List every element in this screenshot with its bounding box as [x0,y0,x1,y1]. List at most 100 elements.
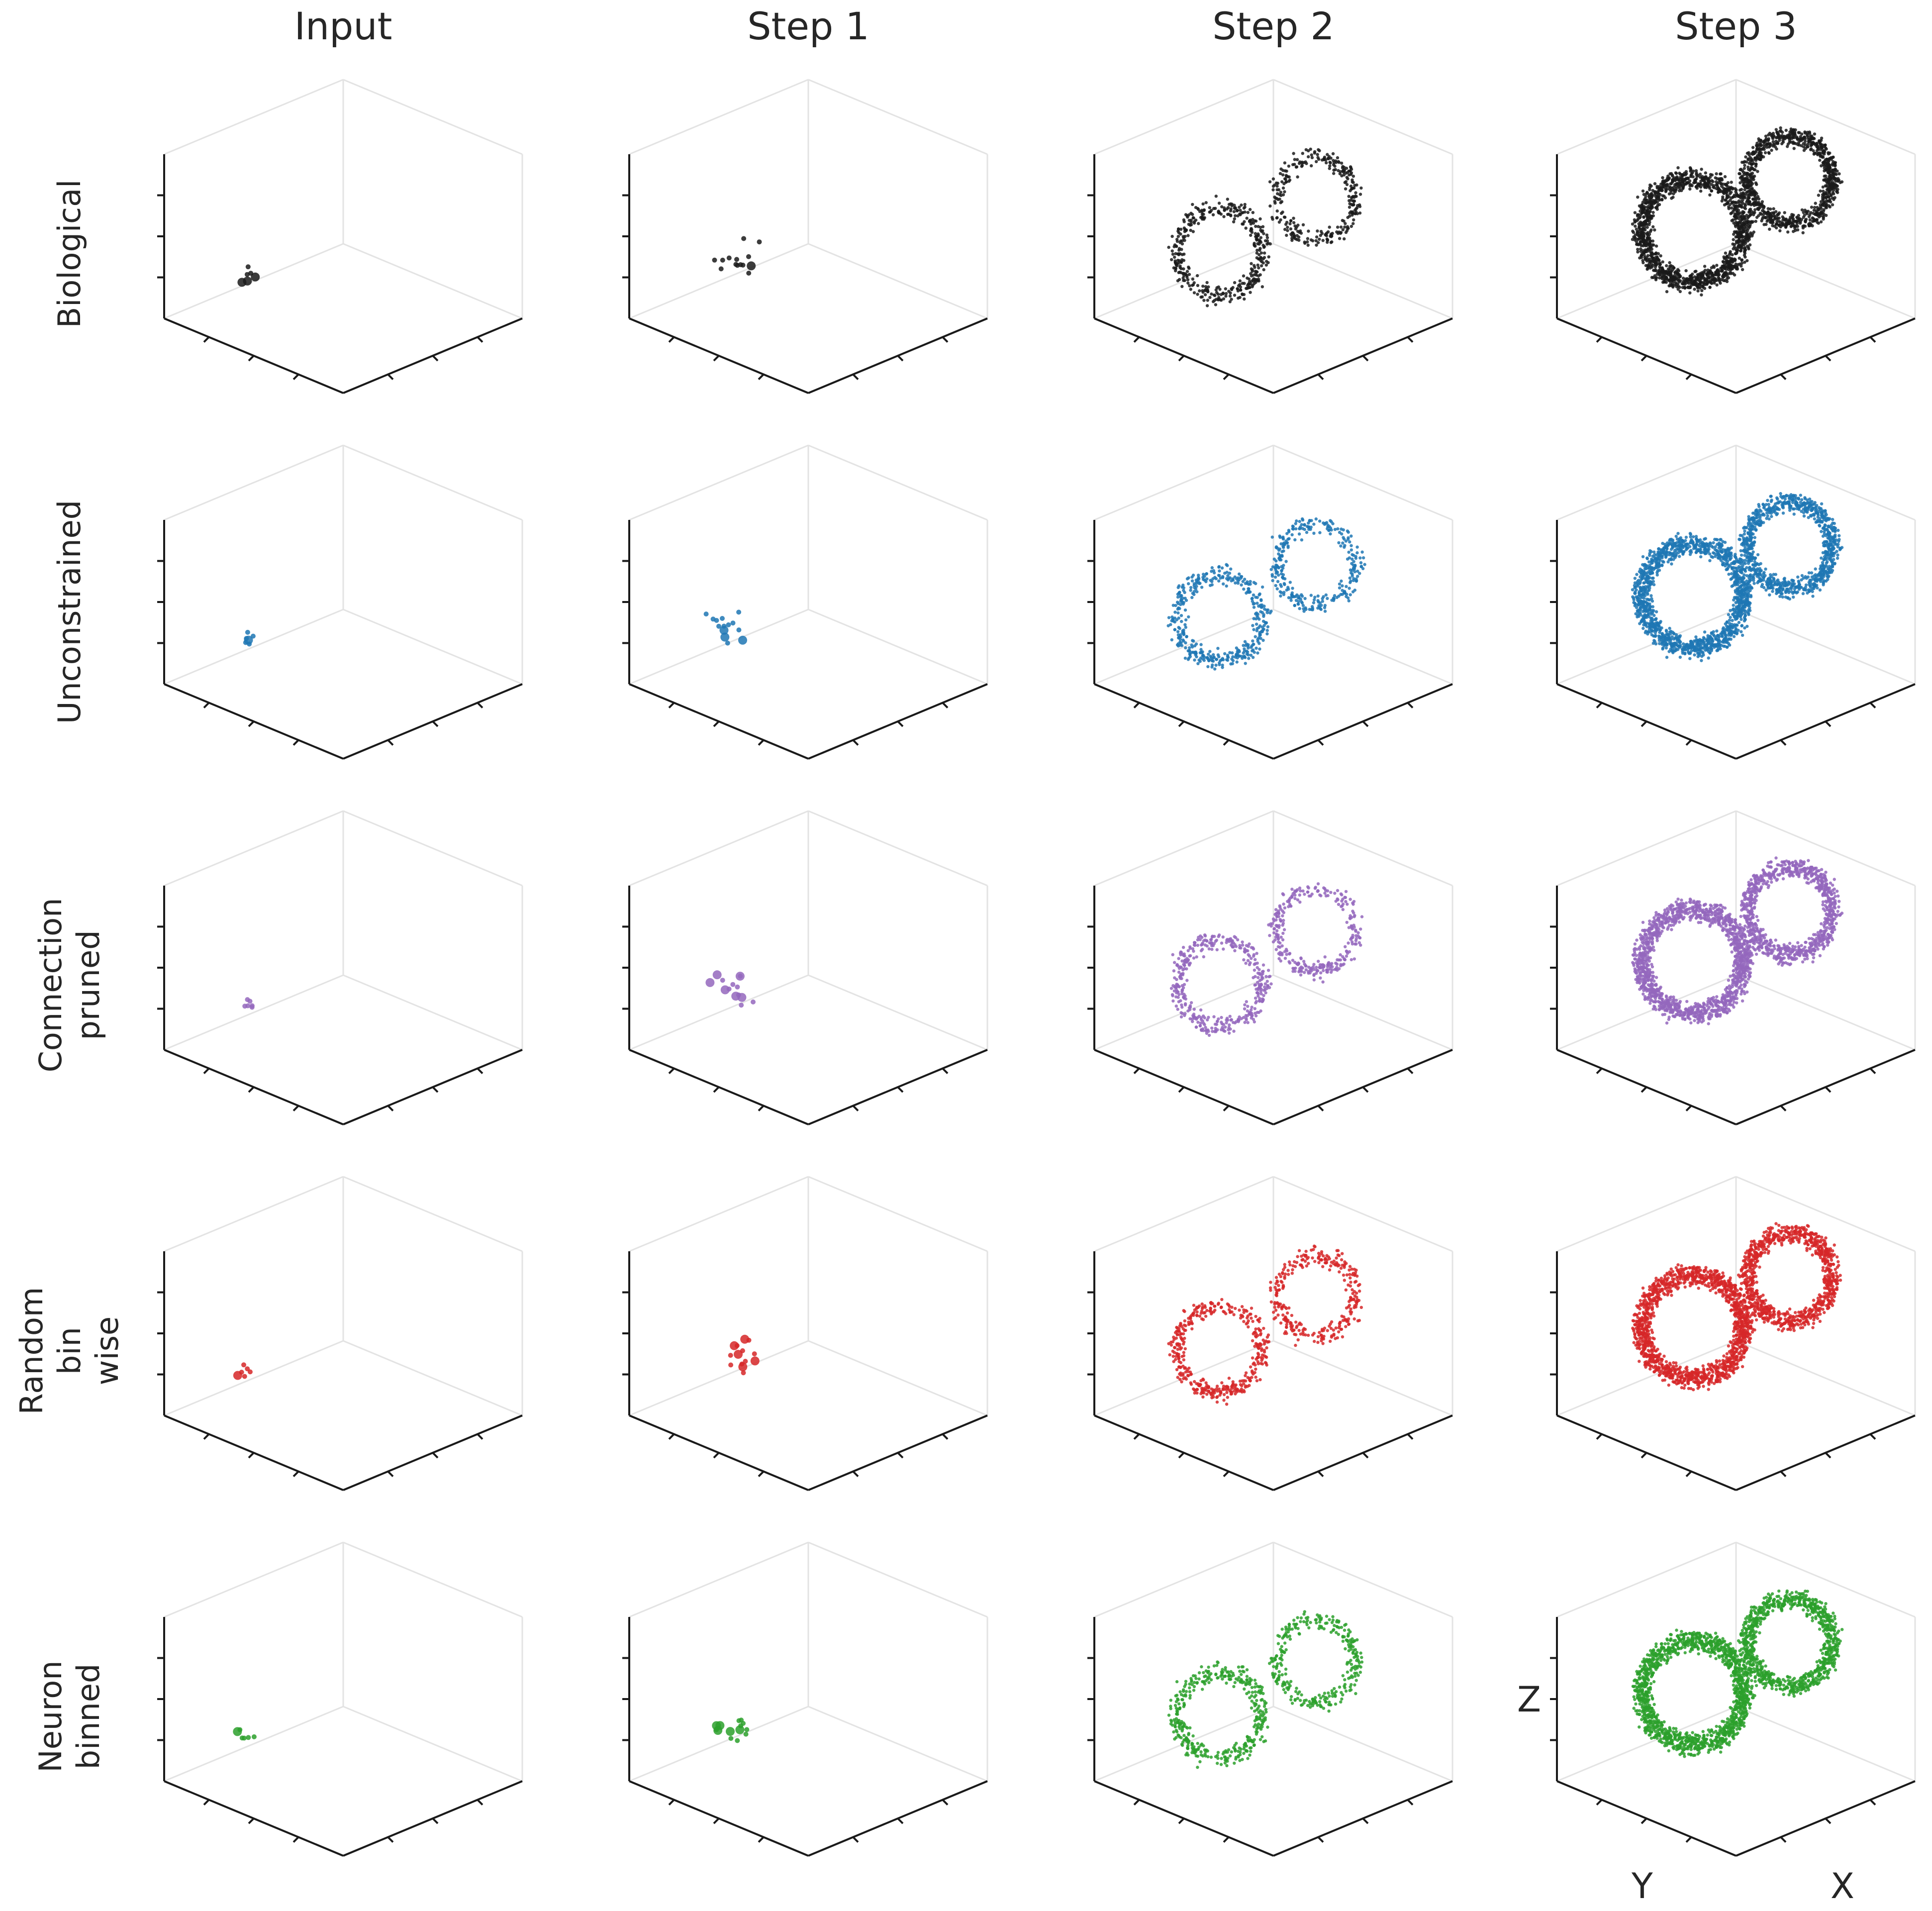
scatter-point [1307,229,1310,232]
scatter-point [1683,178,1686,181]
scatter-point [1210,580,1213,583]
scatter-point [1752,230,1755,233]
scatter-point [1292,152,1295,155]
scatter-point [1282,543,1285,546]
pane-edge [1736,609,1915,684]
scatter-point [1347,536,1350,539]
scatter-point [1653,190,1656,193]
scatter-point [1832,174,1835,177]
scatter-point [1791,129,1794,132]
scatter-point [1667,284,1670,287]
scatter-point [1646,226,1649,229]
scatter-point [1332,172,1335,175]
scatter-point [1201,202,1204,205]
scatter-point [1290,237,1293,240]
scatter-point [1779,129,1782,132]
scatter-point [1740,214,1743,217]
scatter-point [726,622,731,627]
scatter-point [1651,243,1654,246]
scatter-point [1636,196,1639,199]
scatter-point [1688,188,1691,191]
scatter-point [1352,222,1354,225]
scatter-point [1824,144,1827,147]
scatter-point [1724,279,1727,282]
scatter-point [1654,258,1657,261]
scatter-point [1822,161,1825,164]
scatter-point [1180,614,1183,617]
scatter-point [1222,215,1225,218]
scatter-point [1196,293,1199,296]
scatter-point [1206,299,1209,302]
scatter-point [1265,608,1268,611]
scatter-point [1655,263,1658,266]
scatter-point [1312,601,1315,604]
scatter-point [735,263,740,268]
x-tick [388,375,393,380]
scatter-point [1182,628,1185,631]
scatter-point [1823,164,1826,167]
scatter-point [1770,133,1773,136]
scatter-point [1752,211,1755,214]
scatter-point [1642,206,1645,209]
scatter-point [1185,635,1188,638]
scatter-point [1349,577,1352,580]
scatter-point [1665,271,1668,274]
scatter-point [1251,284,1254,287]
scatter-point [1803,136,1806,139]
pane-edge [1094,445,1273,520]
scatter-point [1699,190,1702,193]
scatter-point [1204,293,1207,296]
scatter-point [1730,197,1733,200]
scatter-point [1297,595,1300,598]
scatter-point [1198,289,1201,292]
scatter-point [716,624,721,629]
scatter-point [1754,203,1757,206]
scatter-point [1782,140,1785,143]
scatter-point [1183,597,1186,600]
scatter-point [1266,625,1269,628]
scatter-point [1743,196,1746,199]
scatter-point [1642,210,1645,213]
scatter-point [1209,584,1212,587]
scatter-point [1668,193,1671,196]
scatter-point [1334,528,1337,531]
scatter-point [1283,228,1286,231]
scatter-point [1201,285,1204,288]
scatter-point [1689,279,1692,282]
scatter-point [1177,606,1180,609]
scatter-point [1708,281,1711,284]
scatter-point [1215,195,1218,198]
pane-edge [1736,244,1915,318]
scatter-point [1353,589,1356,592]
scatter-point [1789,221,1792,224]
scatter-point [1205,287,1208,290]
scatter-point [1741,268,1744,271]
scatter-point [1650,217,1653,220]
scatter-point [1823,208,1826,211]
scatter-point [720,616,725,621]
scatter-point [1734,195,1737,198]
scatter-point [1281,173,1284,176]
scatter-point [1206,304,1209,307]
scatter-point [1742,243,1745,246]
scatter-point [1669,630,1672,633]
scatter-point [1273,196,1276,199]
scatter-point [1749,172,1752,175]
scatter-point [1267,255,1270,258]
scatter-point [1639,213,1642,216]
scatter-point [1291,163,1294,166]
scatter-point [1700,659,1703,662]
scatter-point [1243,578,1246,581]
scatter-point [1321,600,1324,603]
scatter-point [736,609,741,614]
scatter-point [1261,244,1264,247]
scatter-point [1706,636,1709,639]
scatter-point [1747,186,1750,189]
x-tick [898,356,903,361]
scatter-point [1655,610,1658,613]
scatter-point [1664,184,1667,187]
pane-edge [1557,445,1736,520]
scatter-point [1755,197,1758,200]
x-tick [1870,337,1875,342]
scatter-point [1654,642,1657,645]
